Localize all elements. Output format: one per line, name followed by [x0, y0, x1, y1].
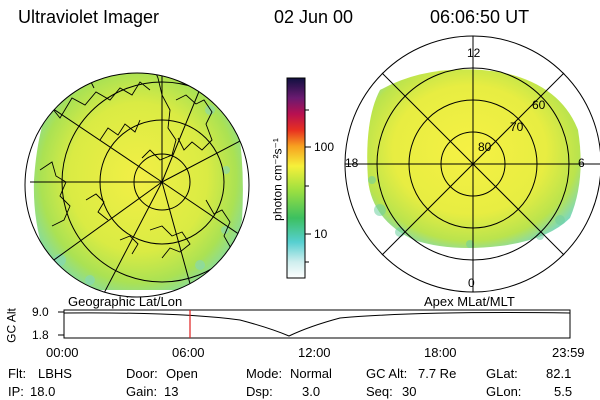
x-tick-00: 00:00	[46, 345, 79, 360]
glat-key: GLat:	[486, 366, 518, 381]
colorbar-tick-10: 10	[314, 227, 328, 241]
gain-value: 13	[164, 384, 179, 399]
geo-graticule	[25, 73, 249, 297]
altitude-ytick-1-8: 1.8	[32, 328, 49, 342]
ip-key: IP:	[8, 384, 24, 399]
altitude-ylabel: GC Alt	[4, 308, 19, 343]
geo-panel-label: Geographic Lat/Lon	[68, 294, 183, 309]
colorbar	[286, 77, 311, 279]
seq-value: 30	[402, 384, 417, 399]
glat-value: 82.1	[546, 366, 572, 381]
mlat-label-60: 60	[532, 98, 546, 112]
filter-key: Flt:	[8, 366, 27, 381]
apex-aurora-image	[367, 69, 581, 248]
geo-aurora-image	[33, 73, 243, 290]
apex-grid	[344, 35, 600, 293]
door-key: Door:	[126, 366, 158, 381]
observation-date: 02 Jun 00	[274, 7, 354, 27]
mlt-label-left: 18	[345, 156, 359, 170]
geo-limb-outline	[24, 72, 250, 298]
altitude-plot	[58, 309, 571, 339]
glon-key: GLon:	[486, 384, 522, 399]
dsp-value: 3.0	[302, 384, 321, 399]
mode-key: Mode:	[246, 366, 283, 381]
geographic-map-panel	[24, 72, 250, 298]
gain-key: Gain:	[126, 384, 158, 399]
app-title: Ultraviolet Imager	[18, 7, 160, 27]
glon-value: 5.5	[554, 384, 573, 399]
observation-time: 06:06:50 UT	[430, 7, 530, 27]
x-tick-2359: 23:59	[552, 345, 585, 360]
mlat-label-70: 70	[510, 120, 524, 134]
mlt-label-top: 12	[467, 46, 481, 60]
apex-panel-label: Apex MLat/MLT	[424, 294, 515, 309]
x-tick-12: 12:00	[298, 345, 331, 360]
altitude-curve	[63, 312, 571, 337]
apex-mlt-panel	[344, 35, 600, 293]
altitude-ytick-9: 9.0	[32, 305, 49, 319]
mlt-label-bottom: 0	[468, 276, 475, 290]
mlat-label-80: 80	[478, 140, 492, 154]
gc-alt-value: 7.7 Re	[418, 366, 457, 381]
colorbar-tick-100: 100	[314, 140, 335, 154]
door-value: Open	[166, 366, 198, 381]
mlt-label-right: 6	[578, 156, 585, 170]
ip-value: 18.0	[30, 384, 56, 399]
dsp-key: Dsp:	[246, 384, 273, 399]
filter-value: LBHS	[38, 366, 72, 381]
colorbar-unit-label: photon cm⁻²s⁻¹	[270, 138, 285, 221]
x-tick-06: 06:00	[172, 345, 205, 360]
mode-value: Normal	[290, 366, 332, 381]
gc-alt-key: GC Alt:	[366, 366, 408, 381]
seq-key: Seq:	[366, 384, 393, 399]
x-tick-18: 18:00	[424, 345, 457, 360]
